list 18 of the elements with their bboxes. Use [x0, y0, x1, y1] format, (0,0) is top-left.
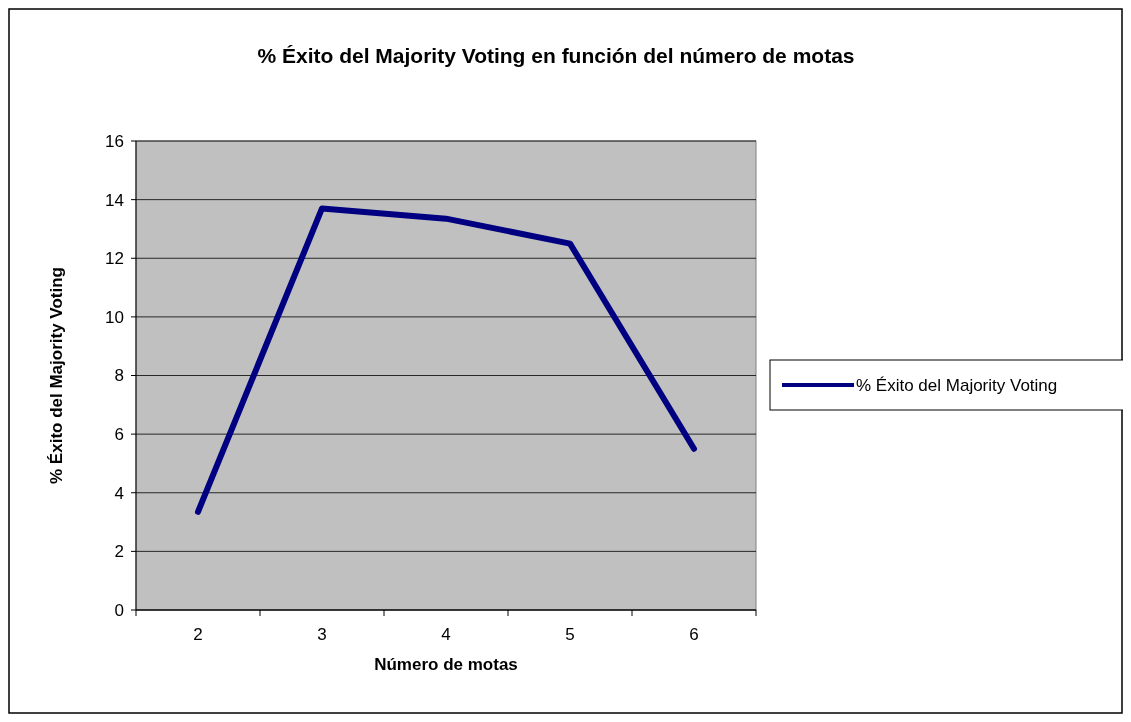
x-tick-label: 3 [317, 625, 327, 644]
x-axis-title: Número de motas [374, 655, 518, 674]
y-tick-label: 14 [105, 190, 124, 210]
chart-title: % Éxito del Majority Voting en función del número de motas [257, 44, 855, 67]
y-tick-label: 12 [105, 249, 124, 269]
x-tick-label: 6 [689, 625, 699, 644]
legend-label: % Éxito del Majority Voting [856, 375, 1058, 395]
y-tick-label: 16 [105, 131, 124, 151]
x-tick-label: 4 [441, 625, 451, 644]
y-tick-label: 0 [114, 600, 124, 620]
x-tick-label: 5 [565, 625, 575, 644]
y-tick-label: 6 [114, 425, 124, 445]
y-axis-title: % Éxito del Majority Voting [47, 267, 66, 484]
y-tick-label: 8 [114, 366, 124, 386]
y-tick-label: 10 [105, 307, 124, 327]
y-tick-label: 4 [114, 483, 124, 503]
x-tick-label: 2 [193, 625, 203, 644]
y-tick-label: 2 [114, 542, 124, 562]
